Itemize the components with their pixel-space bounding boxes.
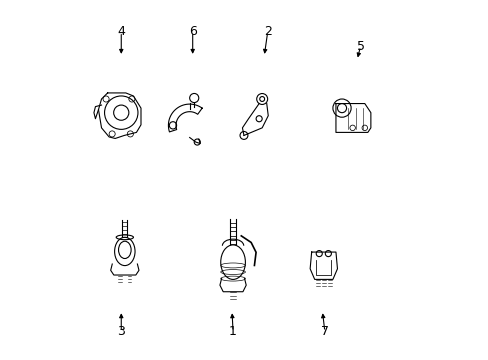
Text: 7: 7 xyxy=(320,325,328,338)
Text: 5: 5 xyxy=(356,40,364,53)
Text: 2: 2 xyxy=(263,25,271,38)
Text: 3: 3 xyxy=(117,325,125,338)
Text: 1: 1 xyxy=(229,325,237,338)
Text: 6: 6 xyxy=(188,25,196,38)
Text: 4: 4 xyxy=(117,25,125,38)
